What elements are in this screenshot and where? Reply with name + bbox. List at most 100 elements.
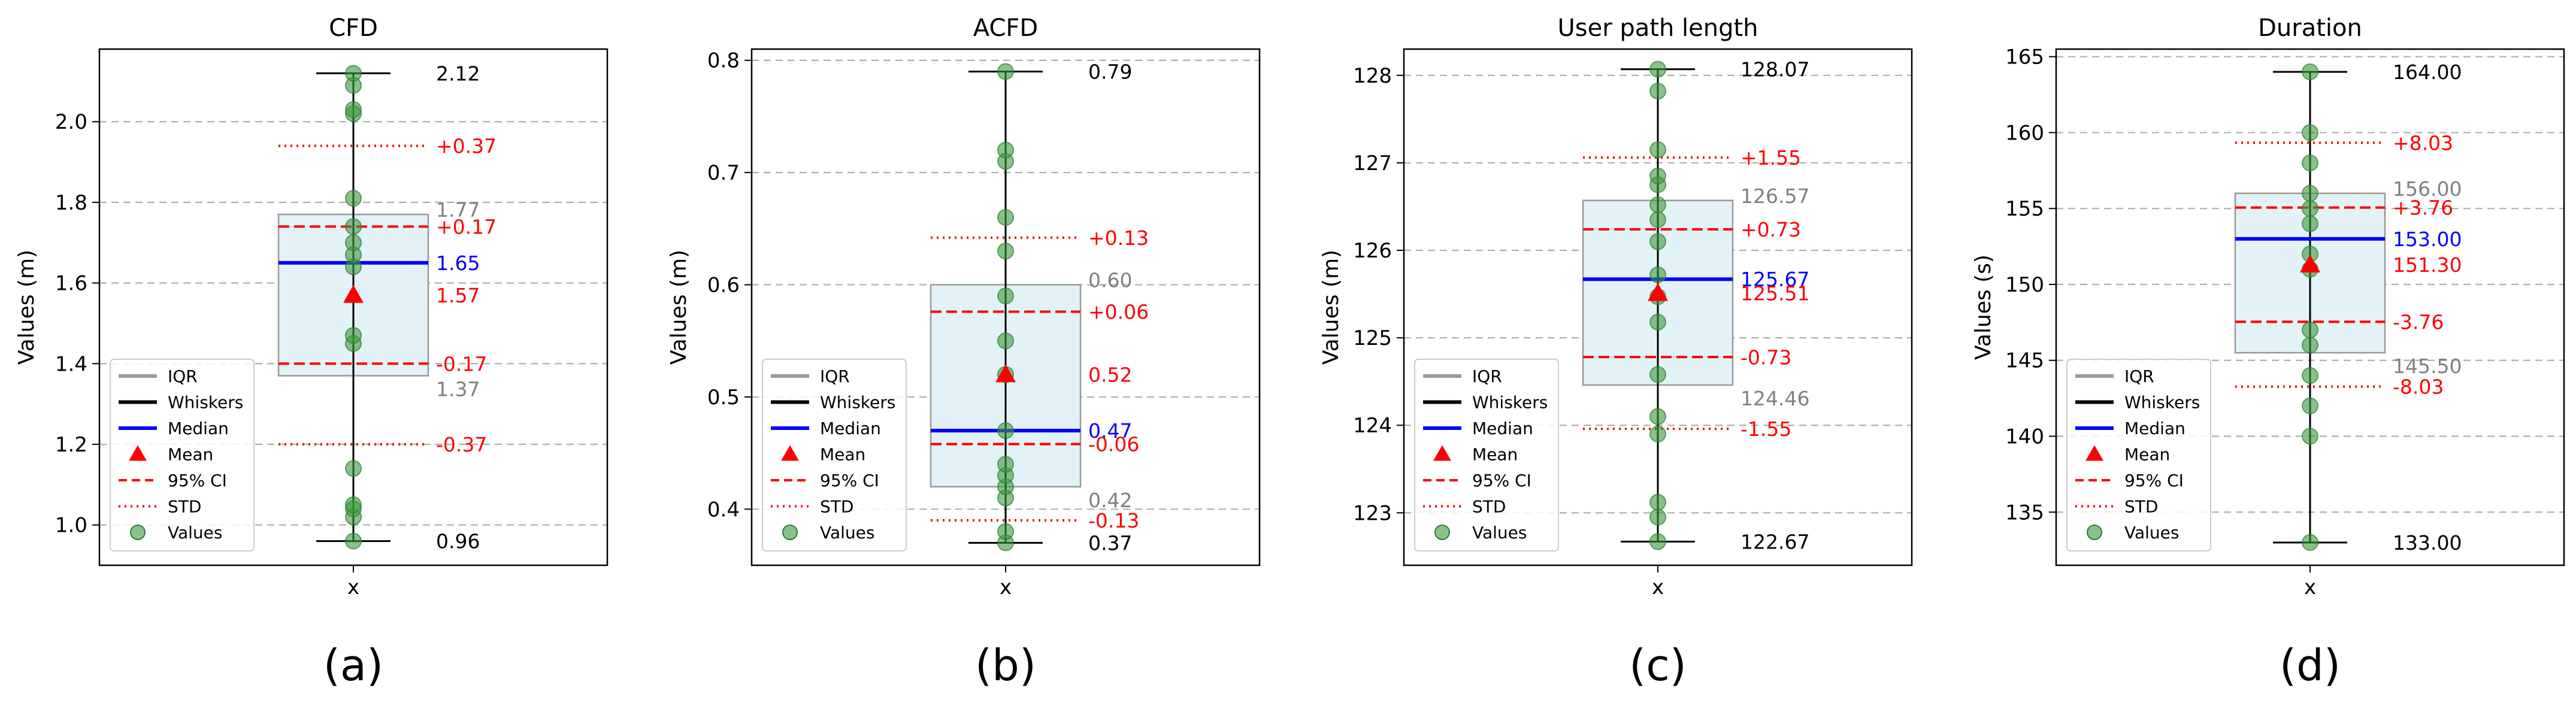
legend: IQR Whiskers Median Mean 95% CI STD Values [110, 359, 255, 552]
legend-swatch-mean [129, 445, 147, 461]
y-tick-label: 125 [1353, 326, 1392, 350]
q3-label: 1.77 [436, 198, 480, 222]
chart-panel-1: 1.0 1.2 1.4 1.6 1.8 2.0 2.12 0.96 1.77 1.37 1.65 1.… [14, 14, 609, 690]
panel-label: (d) [2280, 640, 2341, 690]
chart-panel-2: 0.4 0.5 0.6 0.7 0.8 0.79 0.37 0.60 0.42 0.47 0.52 +… [667, 14, 1261, 690]
mean-label: 0.52 [1088, 363, 1132, 386]
legend-label-std: STD [1472, 497, 1506, 517]
value-point [1649, 83, 1666, 100]
value-point [1649, 408, 1666, 425]
value-point [997, 422, 1014, 440]
legend-label-ci: 95% CI [168, 471, 227, 490]
whisker-low-label: 0.37 [1088, 532, 1132, 555]
value-point [1649, 533, 1666, 550]
legend-label-whiskers: Whiskers [1472, 393, 1548, 413]
value-point [1649, 167, 1666, 184]
legend-label-ci: 95% CI [820, 471, 879, 490]
legend-label-mean: Mean [2124, 445, 2170, 465]
value-point [1649, 313, 1666, 331]
value-point [2302, 200, 2318, 217]
mean-marker [2300, 254, 2320, 273]
mean-marker [995, 364, 1016, 383]
ci-low-label: -0.06 [1088, 433, 1139, 456]
std-low-label: -0.13 [1088, 509, 1139, 532]
legend-swatch-values [782, 525, 798, 540]
whisker-high-label: 164.00 [2393, 60, 2462, 84]
value-point [1649, 508, 1666, 526]
y-axis-label: Values (m) [1319, 250, 1343, 365]
q3-label: 126.57 [1740, 184, 1809, 208]
chart-title: User path length [1557, 14, 1758, 42]
value-point [2302, 534, 2318, 551]
value-point [345, 65, 362, 82]
value-point [345, 218, 362, 235]
x-tick-label: x [2304, 575, 2316, 599]
legend-label-iqr: IQR [1472, 366, 1502, 386]
y-tick-label: 1.4 [55, 352, 87, 376]
x-tick-label: x [347, 575, 359, 599]
legend-box [1414, 359, 1559, 552]
value-point [1649, 266, 1666, 283]
legend: IQR Whiskers Median Mean 95% CI STD Values [762, 359, 907, 552]
legend-swatch-mean [2085, 445, 2103, 461]
value-point [1649, 196, 1666, 214]
value-point [1649, 211, 1666, 228]
y-tick-label: 1.2 [55, 433, 87, 457]
value-point [2302, 215, 2318, 232]
whisker-high-label: 2.12 [436, 62, 480, 85]
legend-box [2066, 359, 2211, 552]
legend-label-std: STD [2124, 497, 2158, 517]
panel-label: (b) [975, 640, 1036, 690]
std-low-label: -8.03 [2393, 375, 2444, 399]
y-tick-label: 165 [2005, 46, 2044, 69]
legend-label-whiskers: Whiskers [820, 393, 895, 413]
whisker-low-label: 0.96 [436, 530, 480, 553]
legend-label-mean: Mean [1472, 445, 1518, 465]
legend-swatch-mean [781, 445, 799, 461]
legend-label-iqr: IQR [820, 366, 850, 386]
q3-label: 156.00 [2393, 177, 2462, 201]
legend-swatch-mean [1433, 445, 1451, 461]
legend-label-ci: 95% CI [2124, 471, 2184, 490]
ci-high-label: +0.17 [436, 215, 497, 238]
value-point [2302, 367, 2318, 384]
value-point [345, 327, 362, 344]
value-point [2302, 322, 2318, 339]
ci-low-label: -0.73 [1740, 346, 1791, 369]
y-tick-label: 0.7 [707, 161, 740, 185]
whisker-low-label: 133.00 [2393, 531, 2462, 554]
mean-label: 125.51 [1740, 282, 1809, 305]
legend-label-whiskers: Whiskers [168, 393, 243, 413]
y-tick-label: 160 [2005, 121, 2044, 145]
y-tick-label: 1.8 [55, 191, 87, 215]
value-point [1649, 366, 1666, 383]
value-point [997, 141, 1014, 159]
legend-swatch-values [1434, 525, 1450, 540]
value-point [1649, 60, 1666, 78]
y-tick-label: 128 [1353, 64, 1392, 88]
value-point [2302, 397, 2318, 414]
value-point [1649, 493, 1666, 511]
y-tick-label: 140 [2005, 425, 2044, 449]
chart-title: Duration [2258, 14, 2362, 42]
legend-label-std: STD [168, 497, 201, 517]
y-tick-label: 135 [2005, 501, 2044, 525]
std-high-label: +0.37 [436, 135, 497, 158]
std-high-label: +1.55 [1740, 146, 1801, 169]
ci-low-label: -0.17 [436, 352, 487, 375]
y-tick-label: 155 [2005, 197, 2044, 221]
value-point [997, 287, 1014, 305]
legend-label-median: Median [820, 419, 881, 438]
y-tick-label: 123 [1353, 501, 1392, 525]
value-point [997, 456, 1014, 473]
legend-label-values: Values [1472, 523, 1527, 543]
value-point [345, 496, 362, 513]
legend-label-iqr: IQR [2124, 366, 2154, 386]
y-axis-label: Values (s) [1971, 254, 1996, 360]
chart-panel-3: 123 124 125 126 127 128 128.07 122.67 126.57 124.… [1319, 14, 1913, 690]
value-point [997, 243, 1014, 260]
std-high-label: +8.03 [2393, 131, 2453, 154]
legend-label-median: Median [2124, 419, 2185, 438]
value-point [345, 190, 362, 207]
x-tick-label: x [1000, 575, 1012, 599]
